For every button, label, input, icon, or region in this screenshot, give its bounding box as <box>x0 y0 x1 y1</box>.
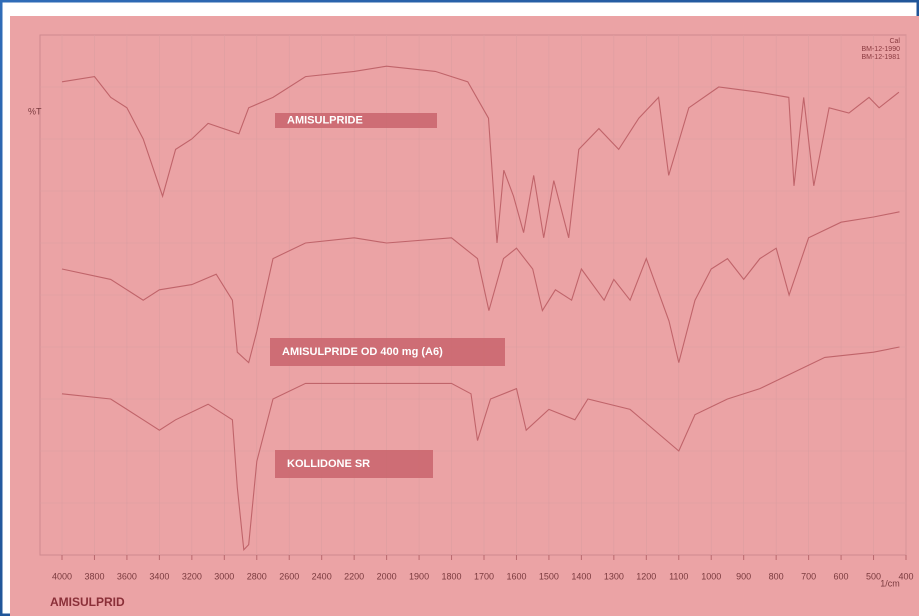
x-tick-label: 3200 <box>182 571 202 581</box>
x-tick-label: 3000 <box>214 571 234 581</box>
x-tick-label: 1300 <box>604 571 624 581</box>
annotation: BM-12-1990 <box>861 46 900 53</box>
x-tick-label: 2400 <box>312 571 332 581</box>
caption: AMISULPRID <box>50 595 125 609</box>
x-tick-label: 3400 <box>149 571 169 581</box>
x-tick-label: 900 <box>736 571 751 581</box>
x-tick-label: 3800 <box>84 571 104 581</box>
x-axis-label: 1/cm <box>880 578 900 588</box>
legend-box <box>275 113 437 128</box>
x-tick-label: 4000 <box>52 571 72 581</box>
legend-box <box>270 338 505 366</box>
legend-box <box>275 450 433 478</box>
x-tick-label: 800 <box>769 571 784 581</box>
x-tick-label: 3600 <box>117 571 137 581</box>
legend-label: AMISULPRIDE <box>287 114 363 126</box>
legend-label: AMISULPRIDE OD 400 mg (A6) <box>282 346 443 358</box>
y-axis-label: %T <box>28 106 42 116</box>
x-tick-label: 600 <box>834 571 849 581</box>
plot-background <box>10 16 919 616</box>
x-tick-label: 1600 <box>506 571 526 581</box>
x-tick-label: 1400 <box>571 571 591 581</box>
spectrum-line <box>61 346 900 552</box>
spectrum-line <box>61 211 900 364</box>
x-tick-label: 400 <box>898 571 913 581</box>
x-tick-label: 2200 <box>344 571 364 581</box>
x-tick-label: 1900 <box>409 571 429 581</box>
x-tick-label: 1200 <box>636 571 656 581</box>
x-tick-label: 2800 <box>247 571 267 581</box>
legend-label: KOLLIDONE SR <box>287 458 370 470</box>
x-tick-label: 1100 <box>669 571 688 581</box>
x-tick-label: 1800 <box>442 571 462 581</box>
x-tick-label: 1700 <box>474 571 494 581</box>
x-tick-label: 2000 <box>377 571 397 581</box>
x-tick-label: 500 <box>866 571 881 581</box>
x-tick-label: 2600 <box>279 571 299 581</box>
annotation: Cal <box>889 38 900 45</box>
spectrum-line <box>61 65 900 244</box>
x-tick-label: 700 <box>801 571 816 581</box>
annotation: BM-12-1981 <box>861 54 900 61</box>
x-tick-label: 1000 <box>701 571 721 581</box>
x-tick-label: 1500 <box>539 571 559 581</box>
